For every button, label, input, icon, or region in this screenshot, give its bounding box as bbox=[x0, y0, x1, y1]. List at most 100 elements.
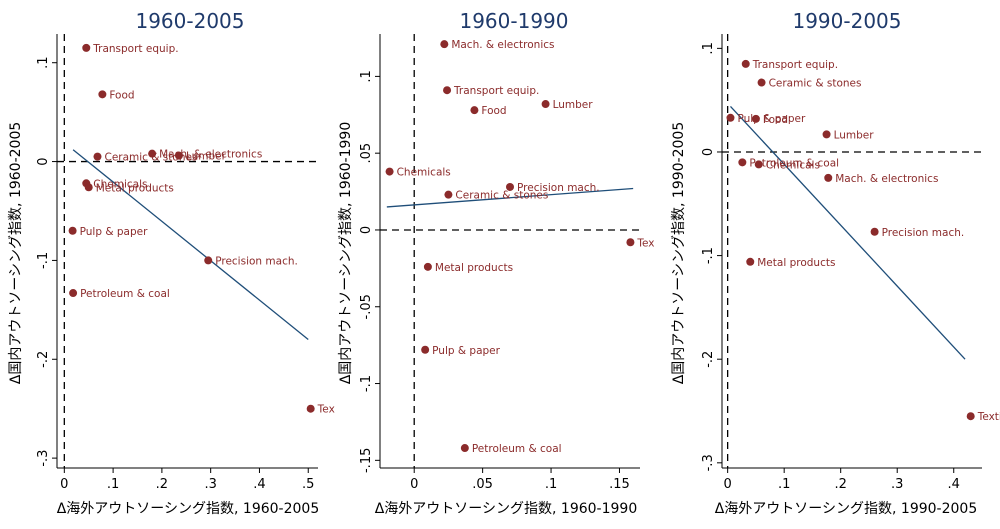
panel-1-point-label: Metal products bbox=[96, 182, 174, 194]
panel-2-point bbox=[626, 238, 635, 247]
panel-3-point-label: Chemicals bbox=[766, 159, 820, 171]
panel-2-y-tick-label: .1 bbox=[359, 70, 374, 82]
panel-1-y-tick-label: -.3 bbox=[36, 450, 51, 467]
panel-2-point bbox=[421, 345, 430, 354]
panel-2-point-label: Mach. & electronics bbox=[451, 39, 554, 51]
panel-3-point bbox=[757, 78, 766, 87]
panel-2-point bbox=[470, 106, 479, 115]
panel-2-fit-line bbox=[386, 187, 634, 208]
panel-2-point bbox=[443, 86, 452, 95]
panel-1-point-label: Petroleum & coal bbox=[80, 288, 170, 300]
panel-2-point-label: Tex bbox=[636, 237, 654, 249]
panel-1-y-tick-label: 0 bbox=[36, 157, 51, 165]
panel-1-point bbox=[306, 404, 315, 413]
panel-2-title: 1960-1990 bbox=[459, 9, 568, 33]
panel-3-point-label: Ceramic & stones bbox=[769, 78, 862, 90]
panel-1-title: 1960-2005 bbox=[135, 9, 244, 33]
panel-3-point-label: Transport equip. bbox=[752, 59, 838, 71]
panel-1-point-label: Ceramic & stones bbox=[104, 152, 197, 164]
panel-1-x-tick-label: .1 bbox=[107, 477, 119, 492]
panel-1-point-label: Lumber bbox=[186, 151, 227, 163]
panel-2-point bbox=[385, 167, 394, 176]
panel-2-point bbox=[541, 100, 550, 109]
panel-1-point-label: Precision mach. bbox=[215, 255, 298, 267]
panel-1-y-axis-label: Δ国内アウトソーシング指数, 1960-2005 bbox=[8, 122, 24, 385]
panel-3: 1990-2005 0 .1 .2 .3 .4 -.3 -.2 -.1 0 .1 Δ海外アウトソーシン… bbox=[671, 9, 1000, 517]
panel-3-fit-line bbox=[730, 105, 966, 360]
panel-2-x-tick-label: .15 bbox=[609, 477, 630, 492]
panel-1-y-tick-label: -.1 bbox=[36, 252, 51, 269]
panel-1-fit-line bbox=[72, 149, 309, 341]
panel-3-y-tick-label: -.1 bbox=[701, 247, 716, 264]
panel-3-point bbox=[824, 173, 833, 182]
panel-3-x-tick-label: .2 bbox=[834, 477, 846, 492]
panel-3-point bbox=[822, 130, 831, 139]
panel-2-y-tick-label: 0 bbox=[359, 226, 374, 234]
panel-1-point bbox=[174, 151, 183, 160]
panel-2-point bbox=[444, 190, 453, 199]
panel-1-point bbox=[68, 226, 77, 235]
panel-3-point bbox=[746, 257, 755, 266]
panel-2-y-tick-label: .05 bbox=[359, 143, 374, 164]
panel-2-point-label: Lumber bbox=[553, 99, 594, 111]
panel-2-point-label: Pulp & paper bbox=[432, 345, 500, 357]
panel-3-x-tick-label: .3 bbox=[891, 477, 903, 492]
panel-3-point bbox=[751, 114, 760, 123]
panel-3-x-axis-label: Δ海外アウトソーシング指数, 1990-2005 bbox=[715, 501, 978, 517]
panel-3-y-tick-label: -.3 bbox=[701, 454, 716, 471]
panel-2-x-tick-label: .05 bbox=[472, 477, 493, 492]
panel-1-x-axis-label: Δ海外アウトソーシング指数, 1960-2005 bbox=[57, 501, 320, 517]
panel-1-point bbox=[148, 149, 157, 158]
panel-2: 1960-1990 0 .05 .1 .15 -.15 -.1 -.05 0 .05 .1 Δ海外アウ… bbox=[338, 9, 655, 517]
panel-1-point bbox=[82, 43, 91, 52]
panel-3-point bbox=[726, 113, 735, 122]
panel-1-x-tick-label: .2 bbox=[156, 477, 168, 492]
panel-1: 1960-2005 0 .1 .2 .3 .4 .5 -.3 -.2 -.1 0 .1 Δ海外アウトソー… bbox=[8, 9, 335, 517]
panel-1-point bbox=[204, 256, 213, 265]
panel-2-point bbox=[460, 444, 469, 453]
panel-3-x-tick-label: .1 bbox=[778, 477, 790, 492]
panel-3-point-label: Lumber bbox=[834, 129, 875, 141]
panel-1-point-label: Transport equip. bbox=[92, 43, 178, 55]
panel-2-y-axis-label: Δ国内アウトソーシング指数, 1960-1990 bbox=[338, 122, 354, 385]
panel-3-point bbox=[741, 59, 750, 68]
panel-1-point-label: Tex bbox=[317, 404, 335, 416]
panel-3-x-tick-label: .4 bbox=[948, 477, 960, 492]
panel-1-point-label: Chemicals bbox=[93, 178, 147, 190]
panel-1-x-tick-label: .5 bbox=[302, 477, 314, 492]
panel-1-point bbox=[93, 152, 102, 161]
panel-3-point-label: Petroleum & coal bbox=[749, 157, 839, 169]
panel-3-x-tick-label: 0 bbox=[724, 477, 732, 492]
panel-2-point-label: Metal products bbox=[435, 262, 513, 274]
panel-3-y-tick-label: 0 bbox=[701, 148, 716, 156]
panel-1-x-tick-label: 0 bbox=[60, 477, 68, 492]
panel-3-point bbox=[738, 158, 747, 167]
panel-3-y-axis-label: Δ国内アウトソーシング指数, 1990-2005 bbox=[671, 122, 687, 385]
panel-2-point bbox=[423, 262, 432, 271]
panel-1-point-label: Food bbox=[109, 89, 134, 101]
panel-3-title: 1990-2005 bbox=[792, 9, 901, 33]
panel-3-y-tick-label: .1 bbox=[701, 42, 716, 54]
panel-1-y-tick-label: .1 bbox=[36, 57, 51, 69]
panel-1-x-tick-label: .4 bbox=[253, 477, 265, 492]
panel-1-point-label: Pulp & paper bbox=[80, 226, 148, 238]
panel-2-x-tick-label: .1 bbox=[545, 477, 557, 492]
panel-3-point-label: Food bbox=[763, 114, 788, 126]
panel-2-point-label: Precision mach. bbox=[517, 182, 600, 194]
panel-3-point bbox=[754, 160, 763, 169]
panel-1-y-tick-label: -.2 bbox=[36, 351, 51, 368]
panel-2-point bbox=[440, 40, 449, 49]
panel-2-point bbox=[506, 182, 514, 191]
panel-2-point-label: Transport equip. bbox=[453, 85, 539, 97]
panel-2-x-tick-label: 0 bbox=[410, 477, 418, 492]
panel-1-point bbox=[69, 289, 78, 298]
panel-3-point-label: Mach. & electronics bbox=[835, 173, 938, 185]
panel-3-y-tick-label: -.2 bbox=[701, 351, 716, 368]
panel-2-y-tick-label: -.05 bbox=[359, 294, 374, 319]
panel-2-point-label: Ceramic & stones bbox=[455, 190, 548, 202]
panel-2-point-label: Chemicals bbox=[397, 167, 451, 179]
panel-2-y-tick-label: -.15 bbox=[359, 448, 374, 473]
panel-2-point-label: Petroleum & coal bbox=[472, 443, 562, 455]
